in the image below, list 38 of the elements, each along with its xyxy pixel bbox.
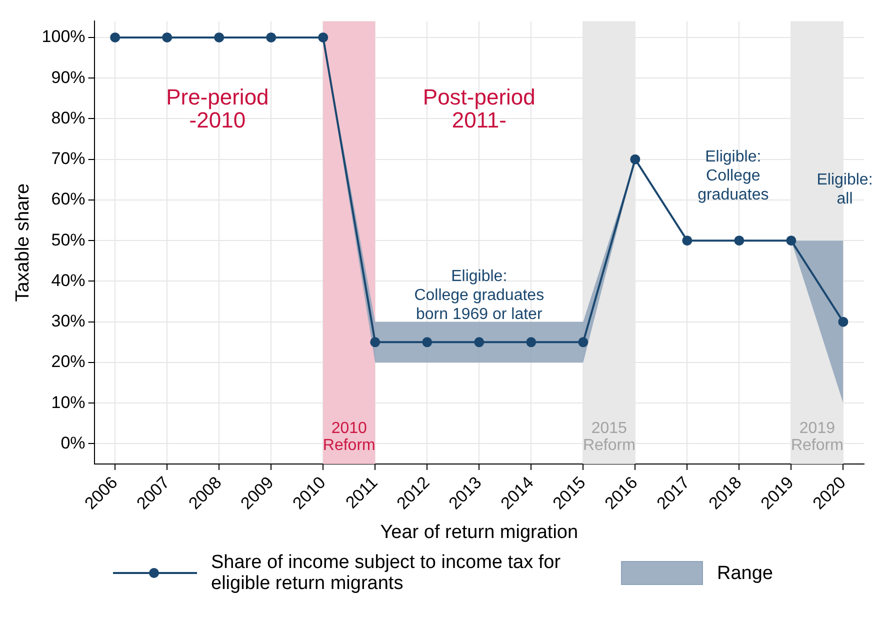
y-tick-label: 100% xyxy=(42,27,86,46)
band-label: 2010 Reform xyxy=(322,420,376,454)
point xyxy=(526,337,536,348)
x-axis-title: Year of return migration xyxy=(380,522,578,543)
point xyxy=(110,32,120,42)
point xyxy=(266,32,276,42)
point xyxy=(734,236,744,246)
legend-label: Range xyxy=(717,562,773,584)
legend-label: Share of income subject to income tax for eligible return migrants xyxy=(211,552,562,594)
point xyxy=(474,337,484,348)
point xyxy=(838,316,848,327)
y-tick-label: 40% xyxy=(51,270,86,290)
band-label: 2019 Reform xyxy=(790,420,844,454)
point xyxy=(786,236,796,246)
point xyxy=(318,32,328,42)
point xyxy=(370,337,380,348)
y-tick-label: 90% xyxy=(51,68,86,87)
point xyxy=(682,236,692,246)
point xyxy=(422,337,432,348)
y-tick-label: 0% xyxy=(60,433,86,452)
annotation: Pre-period -2010 xyxy=(166,84,269,132)
y-tick-label: 10% xyxy=(51,392,86,412)
point xyxy=(578,337,588,348)
point xyxy=(630,154,640,164)
y-tick-label: 70% xyxy=(51,149,86,168)
annotation: Eligible: College graduates born 1969 or later xyxy=(414,268,544,324)
annotation: Eligible: College graduates xyxy=(698,148,769,204)
y-tick-label: 60% xyxy=(51,190,86,209)
y-tick-label: 30% xyxy=(51,312,86,331)
annotation: Post-period 2011- xyxy=(422,84,536,132)
y-tick-label: 80% xyxy=(51,108,86,128)
y-axis-title: Taxable share xyxy=(12,183,34,302)
annotation: Eligible: all xyxy=(816,171,873,208)
y-tick-label: 50% xyxy=(51,230,86,250)
y-tick-label: 20% xyxy=(51,352,86,372)
point xyxy=(214,32,224,42)
point xyxy=(162,32,172,42)
band-label: 2015 Reform xyxy=(582,420,636,454)
